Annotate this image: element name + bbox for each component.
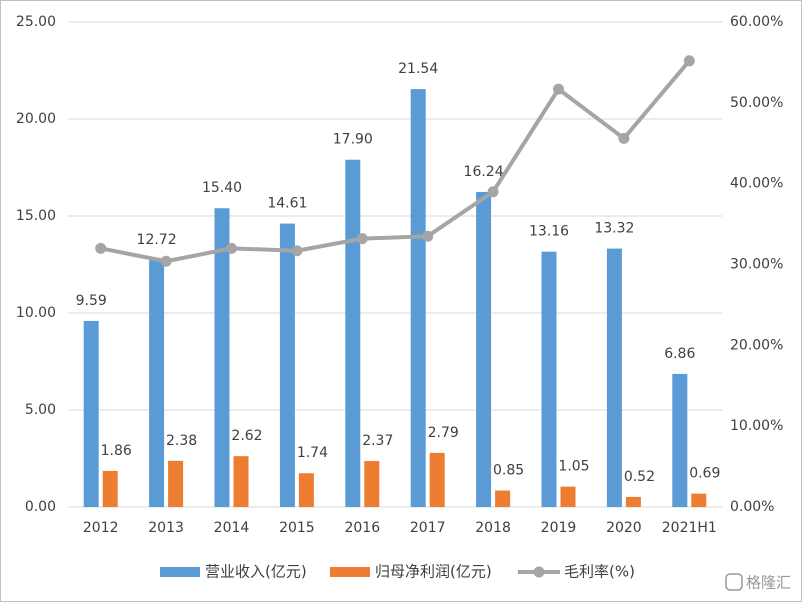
y2-tick-label: 10.00% xyxy=(730,418,783,434)
x-tick-label: 2018 xyxy=(475,520,511,536)
y2-tick-label: 30.00% xyxy=(730,257,783,273)
legend-label: 毛利率(%) xyxy=(564,563,635,581)
bar xyxy=(298,473,314,507)
x-tick-label: 2017 xyxy=(410,520,446,536)
bar xyxy=(541,251,557,507)
legend-item: 毛利率(%) xyxy=(518,563,635,581)
x-tick-label: 2013 xyxy=(148,520,184,536)
bar xyxy=(214,208,230,508)
marker xyxy=(356,233,368,245)
y2-tick-label: 50.00% xyxy=(730,95,783,111)
bar xyxy=(560,486,576,507)
legend-item: 归母净利润(亿元) xyxy=(330,563,492,581)
data-label: 21.54 xyxy=(398,61,438,77)
watermark-text: 格隆汇 xyxy=(746,574,791,592)
data-label: 13.16 xyxy=(529,224,569,240)
marker xyxy=(226,242,237,254)
y2-tick-label: 60.00% xyxy=(730,14,783,30)
data-label: 15.40 xyxy=(202,180,242,196)
legend-label: 归母净利润(亿元) xyxy=(375,563,492,581)
data-label: 0.85 xyxy=(493,463,524,479)
legend-marker xyxy=(533,566,545,578)
bar xyxy=(691,493,707,507)
data-label: 1.86 xyxy=(101,443,132,459)
line xyxy=(100,59,691,264)
data-label: 13.32 xyxy=(594,221,634,237)
bar xyxy=(279,223,295,508)
y2-tick-label: 40.00% xyxy=(730,176,783,192)
data-label: 2.38 xyxy=(166,433,197,449)
y-tick-label: 5.00 xyxy=(25,402,56,418)
bar xyxy=(102,470,118,507)
bar xyxy=(625,496,641,507)
data-label: 14.61 xyxy=(267,196,307,212)
bar xyxy=(83,320,99,507)
marker xyxy=(95,242,107,254)
data-label: 12.72 xyxy=(137,232,177,248)
bar xyxy=(429,452,445,507)
data-label: 0.52 xyxy=(624,469,655,485)
data-label: 16.24 xyxy=(464,164,504,180)
x-tick-label: 2014 xyxy=(214,520,250,536)
data-label: 0.69 xyxy=(689,466,720,482)
watermark: 格隆汇 xyxy=(725,573,791,592)
data-label: 2.79 xyxy=(428,425,459,441)
legend-swatch xyxy=(160,567,200,577)
bar xyxy=(149,260,165,507)
bar xyxy=(364,461,380,507)
y-tick-label: 10.00 xyxy=(16,305,56,321)
bar xyxy=(233,456,249,507)
y-tick-label: 20.00 xyxy=(16,111,56,127)
legend-label: 营业收入(亿元) xyxy=(205,563,307,581)
data-label: 9.59 xyxy=(76,293,107,309)
legend-swatch xyxy=(330,567,370,577)
x-tick-label: 2019 xyxy=(541,520,577,536)
bar xyxy=(345,159,361,508)
marker xyxy=(553,83,564,95)
x-tick-label: 2020 xyxy=(606,520,642,536)
y-tick-label: 25.00 xyxy=(16,14,56,30)
bar xyxy=(168,460,184,507)
data-label: 17.90 xyxy=(333,132,373,148)
bar xyxy=(410,89,426,508)
marker xyxy=(160,255,172,267)
x-tick-label: 2016 xyxy=(344,520,380,536)
y2-tick-label: 20.00% xyxy=(730,337,783,353)
legend-item: 营业收入(亿元) xyxy=(160,563,307,581)
data-label: 6.86 xyxy=(664,346,695,362)
data-label: 1.05 xyxy=(558,459,589,475)
y2-tick-label: 0.00% xyxy=(730,499,774,515)
y-tick-label: 0.00 xyxy=(25,499,56,515)
bar xyxy=(495,490,511,507)
watermark-icon xyxy=(725,573,743,591)
bar xyxy=(476,191,492,507)
data-label: 2.37 xyxy=(362,433,393,449)
marker xyxy=(618,132,630,144)
marker xyxy=(422,230,434,242)
y-tick-label: 15.00 xyxy=(16,208,56,224)
data-label: 1.74 xyxy=(297,445,328,461)
x-tick-label: 2015 xyxy=(279,520,315,536)
marker xyxy=(291,245,303,257)
x-tick-label: 2012 xyxy=(83,520,119,536)
bar xyxy=(672,373,688,507)
x-tick-label: 2021H1 xyxy=(662,520,717,536)
marker xyxy=(683,55,695,67)
bar xyxy=(606,248,622,508)
marker xyxy=(487,186,499,198)
data-label: 2.62 xyxy=(231,428,262,444)
